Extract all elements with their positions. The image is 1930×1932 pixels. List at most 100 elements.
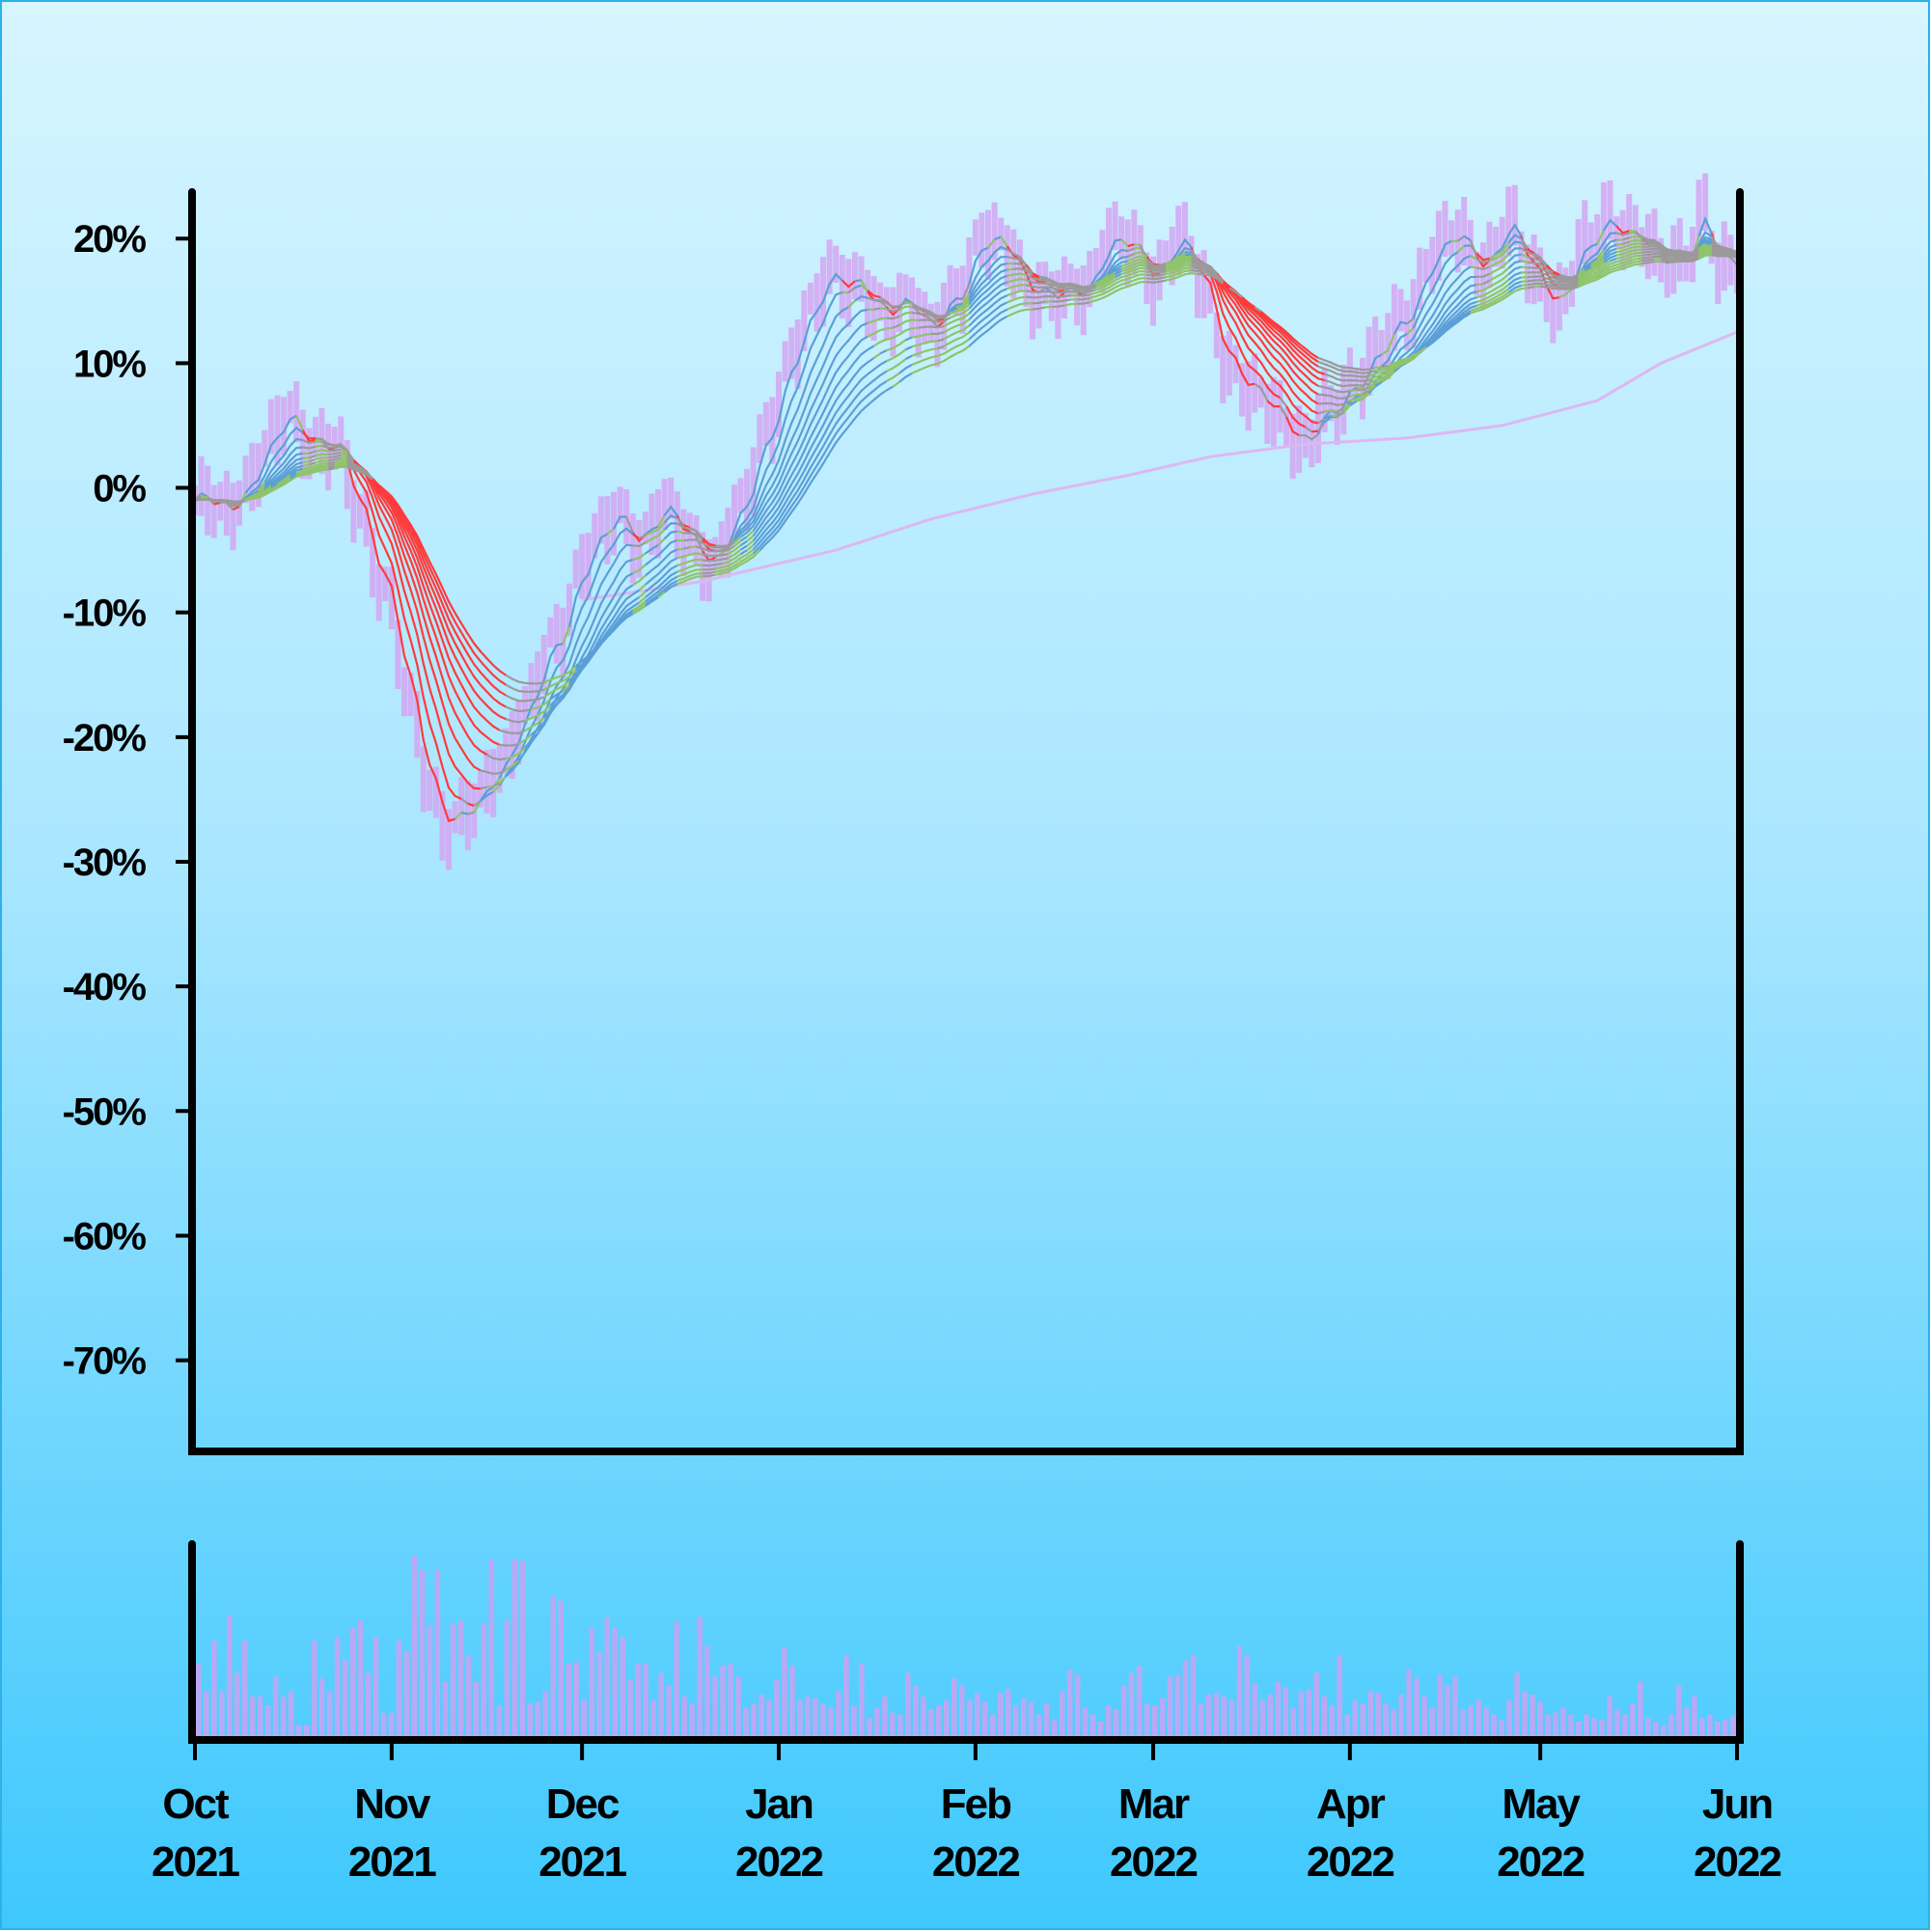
volume-bar: [1437, 1674, 1443, 1736]
volume-bar: [951, 1678, 957, 1736]
volume-bar: [1044, 1703, 1050, 1736]
y-tick-label: -30%: [63, 842, 147, 884]
ribbon-ma-line: [1375, 367, 1382, 368]
volume-bar: [674, 1622, 679, 1736]
volume-bar: [1276, 1682, 1282, 1736]
volume-bar: [1638, 1682, 1643, 1736]
ribbon-ma-line: [899, 373, 912, 382]
volume-bar: [1668, 1715, 1674, 1736]
price-bar: [1118, 216, 1124, 260]
ribbon-ma-line: [1311, 431, 1318, 432]
ribbon-ma-line: [741, 541, 748, 545]
ribbon-ma-line: [1185, 252, 1192, 253]
volume-bar: [828, 1707, 834, 1736]
ribbon-ma-line: [690, 546, 697, 547]
volume-bar: [1707, 1715, 1713, 1736]
volume-bar: [590, 1628, 595, 1736]
volume-bar: [1514, 1673, 1520, 1737]
x-tick-year-label: 2021: [538, 1838, 626, 1886]
volume-bar: [242, 1641, 248, 1736]
volume-bar: [289, 1691, 294, 1736]
ribbon-ma-line: [461, 813, 468, 814]
volume-bar: [897, 1715, 903, 1736]
volume-bar: [512, 1559, 518, 1736]
ribbon-ma-line: [1045, 307, 1052, 308]
volume-bar: [1630, 1703, 1636, 1736]
volume-bar: [1576, 1722, 1582, 1736]
price-bar: [1264, 384, 1270, 444]
ribbon-ma-line: [906, 338, 913, 341]
volume-bar: [959, 1686, 965, 1736]
volume-bar: [219, 1691, 225, 1736]
volume-bar: [597, 1651, 603, 1736]
price-bar: [814, 273, 820, 332]
price-bar: [1296, 405, 1302, 473]
volume-bar: [1214, 1693, 1220, 1736]
volume-bar: [820, 1703, 826, 1736]
volume-bar: [427, 1626, 433, 1736]
price-bar: [680, 510, 686, 576]
volume-bar: [789, 1666, 795, 1736]
volume-bar: [1530, 1695, 1535, 1736]
volume-bar: [1006, 1689, 1011, 1736]
volume-bar: [582, 1700, 588, 1736]
x-tick-year-label: 2022: [1497, 1838, 1584, 1886]
volume-bar: [1237, 1646, 1243, 1737]
price-bar: [1201, 250, 1207, 318]
volume-bar: [650, 1700, 656, 1736]
price-bar: [427, 770, 432, 811]
volume-bar: [234, 1673, 240, 1737]
price-bar: [916, 288, 922, 357]
ribbon-ma-line: [893, 382, 899, 387]
volume-bar: [1406, 1670, 1412, 1736]
volume-bar: [466, 1655, 472, 1736]
volume-bar: [435, 1570, 441, 1736]
price-bar: [554, 604, 560, 664]
volume-bar: [304, 1725, 310, 1736]
volume-bar: [1591, 1718, 1597, 1736]
price-bar: [852, 252, 858, 299]
volume-bar: [1653, 1722, 1659, 1736]
volume-bar: [851, 1705, 857, 1736]
y-tick-label: 10%: [73, 343, 146, 385]
volume-bar: [319, 1678, 325, 1736]
ribbon-ma-line: [741, 546, 748, 550]
price-bar: [922, 291, 927, 345]
volume-bar: [1191, 1655, 1197, 1736]
volume-bar: [1715, 1722, 1721, 1736]
volume-bar: [358, 1620, 364, 1736]
volume-bar: [766, 1700, 772, 1736]
price-bar: [649, 494, 655, 555]
volume-bar: [1607, 1697, 1613, 1736]
price-bar: [199, 456, 205, 516]
volume-bar: [882, 1697, 888, 1736]
volume-bar: [797, 1700, 803, 1736]
volume-bar: [805, 1697, 811, 1736]
volume-bar: [1337, 1655, 1343, 1736]
volume-bar: [443, 1682, 449, 1736]
ribbon-ma-line: [1629, 233, 1636, 234]
volume-bar: [381, 1713, 387, 1736]
volume-bar: [743, 1707, 749, 1736]
volume-bar: [704, 1646, 710, 1737]
price-bar: [249, 443, 255, 511]
price-bar: [1608, 180, 1613, 239]
volume-bars: [196, 1556, 1736, 1736]
volume-bar: [196, 1664, 202, 1736]
ribbon-ma-line: [1134, 248, 1141, 249]
volume-bar: [1584, 1715, 1589, 1736]
ribbon-ma-line: [1007, 269, 1014, 270]
volume-bar: [1114, 1709, 1119, 1736]
volume-bar: [1098, 1722, 1104, 1736]
volume-bar: [520, 1561, 526, 1736]
volume-bar: [1421, 1697, 1427, 1736]
ribbon-ma-line: [887, 340, 906, 350]
x-tick-year-label: 2021: [348, 1838, 436, 1886]
ribbon-ma-line: [481, 787, 487, 788]
ribbon-ma-line: [874, 308, 881, 309]
price-bar: [1220, 336, 1226, 403]
price-bar: [1271, 377, 1277, 447]
volume-bar: [859, 1664, 865, 1736]
